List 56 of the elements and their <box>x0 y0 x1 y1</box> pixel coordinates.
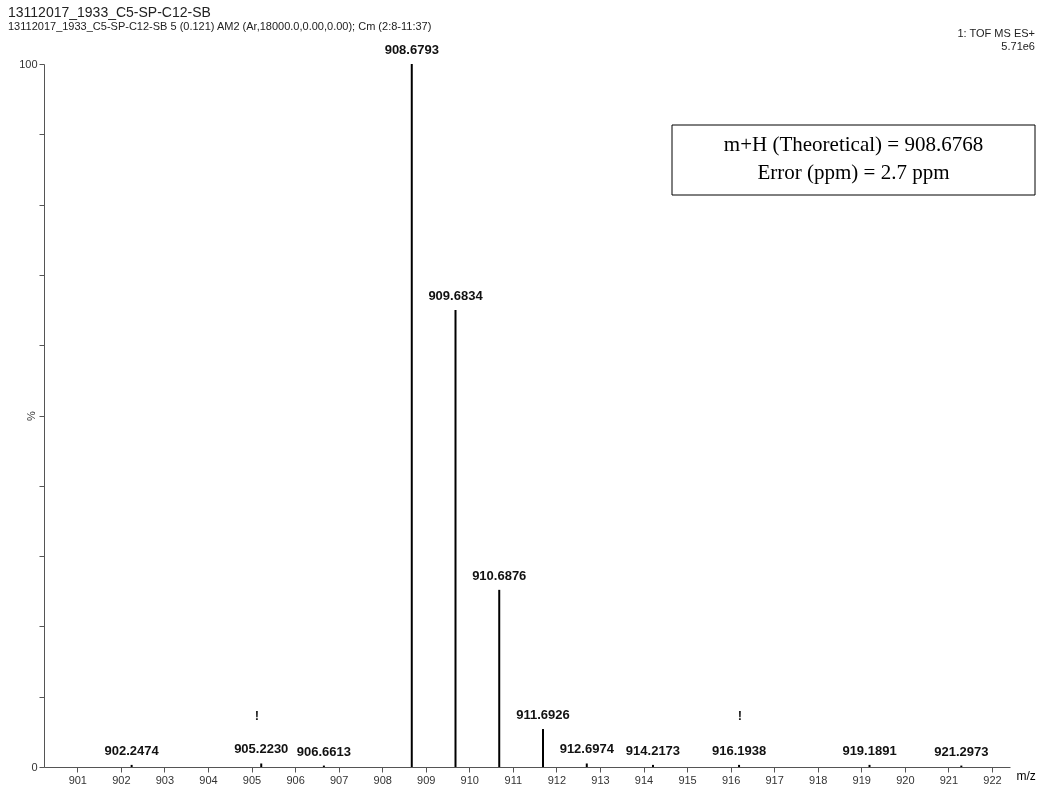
x-tick-label: 902 <box>112 773 131 786</box>
x-tick-label: 908 <box>373 773 392 786</box>
bar <box>260 763 263 767</box>
annotation: 906.6613 <box>296 743 351 759</box>
annotation: 919.1891 <box>842 742 897 758</box>
x-tick-label: 922 <box>983 773 1002 786</box>
annotation: 911.6926 <box>516 707 570 723</box>
x-tick-label: 906 <box>286 773 305 786</box>
x-tick-label: 919 <box>852 773 871 786</box>
annotation: 921.2973 <box>934 743 989 759</box>
bar <box>651 764 654 767</box>
annotation: m+H (Theoretical) = 908.6768 <box>723 132 984 156</box>
x-tick-label: 914 <box>634 773 654 786</box>
text: 1: TOF MS ES+ <box>957 27 1035 39</box>
annotation: 912.6974 <box>559 741 615 757</box>
x-tick-label: 916 <box>721 773 741 786</box>
x-tick-label: 913 <box>591 773 610 786</box>
bar <box>868 764 871 767</box>
y-axis-title: % <box>24 410 37 421</box>
x-tick-label: 920 <box>896 773 915 786</box>
x-tick-label: 910 <box>460 773 479 786</box>
annotation: 902.2474 <box>104 742 160 758</box>
bar <box>585 763 588 767</box>
chart-title: 13112017_1933_C5-SP-C12-SB <box>8 4 211 20</box>
x-tick-label: 921 <box>939 773 959 786</box>
bar <box>410 64 413 767</box>
x-axis-title: m/z <box>1016 768 1036 783</box>
x-tick-label: 901 <box>68 773 87 786</box>
x-tick-label: 912 <box>547 773 567 786</box>
y-tick-label: 100 <box>19 57 38 70</box>
chart-subtitle: 13112017_1933_C5-SP-C12-SB 5 (0.121) AM2 (Ar,18000.0,0.00,0.00); Cm (2:8-11:37) <box>8 20 432 32</box>
annotation: 905.2230 <box>234 741 289 757</box>
x-tick-label: 917 <box>765 773 784 786</box>
annotation: ! <box>737 708 743 723</box>
bar <box>130 764 133 767</box>
x-tick-label: 904 <box>199 773 218 786</box>
x-tick-label: 915 <box>678 773 697 786</box>
x-tick-label: 909 <box>417 773 436 786</box>
annotation: 908.6793 <box>384 42 439 57</box>
annotation: Error (ppm) = 2.7 ppm <box>757 160 950 184</box>
x-tick-label: 903 <box>155 773 175 786</box>
text: 5.71e6 <box>1001 40 1035 52</box>
annotation: ! <box>254 708 260 723</box>
bar <box>738 764 741 767</box>
x-tick-label: 918 <box>809 773 828 786</box>
annotation: 916.1938 <box>711 742 767 758</box>
bar <box>454 310 457 767</box>
bar <box>498 589 501 767</box>
x-tick-label: 905 <box>242 773 262 786</box>
x-tick-label: 911 <box>504 773 523 786</box>
annotation: 914.2173 <box>625 742 681 758</box>
annotation: 909.6834 <box>428 288 484 304</box>
x-tick-label: 907 <box>329 773 349 786</box>
bar <box>542 729 545 767</box>
annotation: 910.6876 <box>472 567 527 583</box>
y-tick-label: 0 <box>31 760 38 773</box>
